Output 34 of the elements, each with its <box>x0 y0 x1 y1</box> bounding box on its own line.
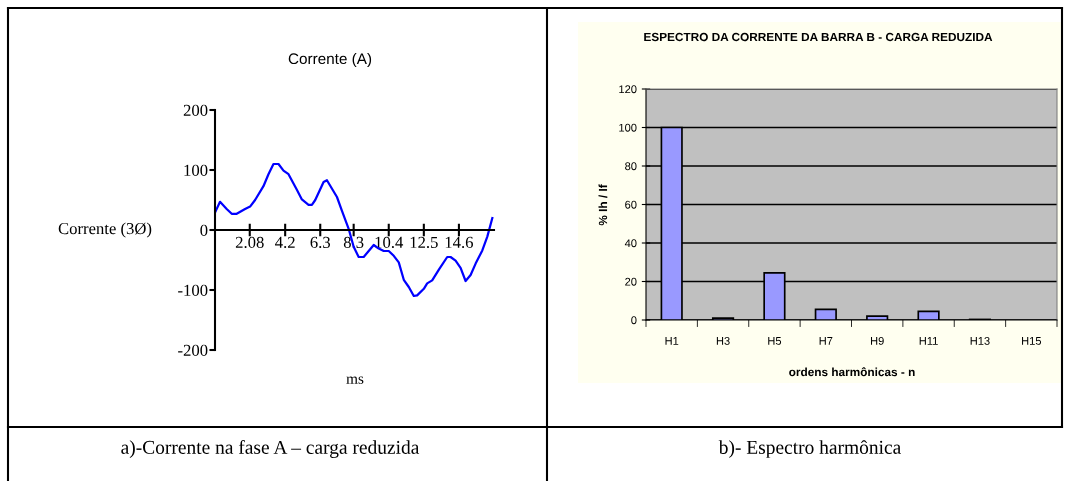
y-tick-label: 0 <box>200 224 208 236</box>
y-tick-label: 80 <box>625 162 637 171</box>
x-tick-label: H5 <box>768 337 782 345</box>
x-tick-label: H15 <box>1022 337 1042 345</box>
y-tick-label: 60 <box>625 200 637 209</box>
x-tick-label: H11 <box>919 337 938 345</box>
text: a)-Corrente na fase A – carga reduzida <box>121 440 420 458</box>
y-tick-label: -200 <box>178 344 208 356</box>
y-tick-label: 120 <box>619 85 637 94</box>
y-tick-label: -100 <box>178 284 208 296</box>
chart-title: Corrente (A) <box>288 52 372 68</box>
y-axis-title: % Ih / If <box>598 184 608 226</box>
y-tick-label: 40 <box>624 239 637 248</box>
x-tick-label: 6.3 <box>310 236 331 249</box>
x-tick-label: H1 <box>665 337 679 345</box>
y-tick-label: 20 <box>625 277 637 286</box>
y-axis-title: Corrente (3Ø) <box>58 222 152 238</box>
text: b)- Espectro harmônica <box>718 440 901 458</box>
x-tick-label: H9 <box>871 336 884 345</box>
y-tick-label: 0 <box>631 316 637 325</box>
y-tick-label: 200 <box>183 104 208 116</box>
x-tick-label: H7 <box>819 337 833 345</box>
y-tick-label: 100 <box>184 164 208 176</box>
x-tick-label: 14.6 <box>445 236 473 249</box>
x-tick-label: 12.5 <box>410 236 438 249</box>
x-tick-label: 4.2 <box>275 236 295 249</box>
chart-title: ESPECTRO DA CORRENTE DA BARRA B - CARGA REDUZIDA <box>644 32 993 42</box>
x-tick-label: 2.08 <box>235 236 264 249</box>
x-tick-label: H3 <box>716 336 730 345</box>
x-axis-title: ordens harmônicas - n <box>789 367 915 377</box>
x-axis-title: ms <box>346 376 364 384</box>
x-tick-label: H13 <box>970 336 990 345</box>
y-tick-label: 100 <box>619 123 637 132</box>
x-tick-label: 10.4 <box>375 236 404 249</box>
